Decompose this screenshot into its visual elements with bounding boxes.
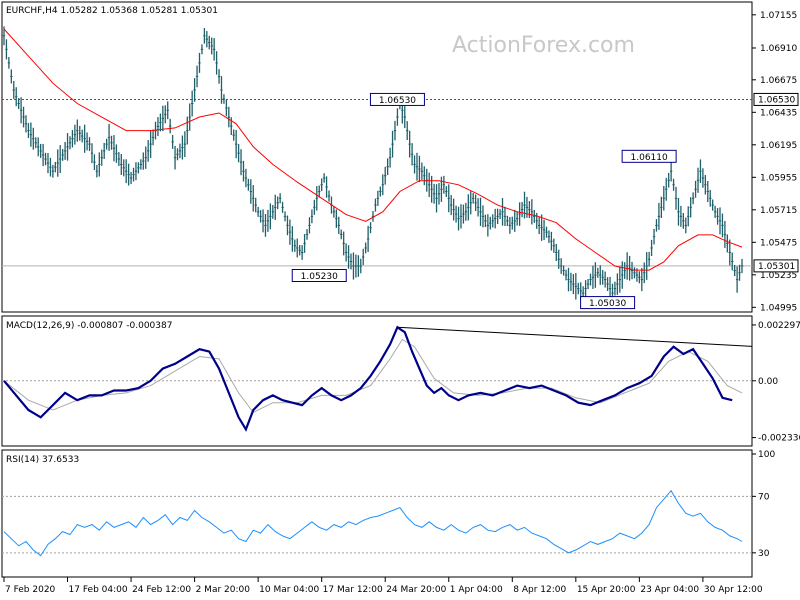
time-tick-label: 7 Feb 2020 [5, 585, 56, 595]
price-level-box [753, 259, 799, 273]
annotation-label: 1.05230 [301, 272, 338, 282]
time-tick-label: 30 Apr 12:00 [704, 585, 763, 595]
rsi-tick-label: 30 [758, 549, 770, 559]
time-tick-label: 2 Mar 20:00 [196, 585, 251, 595]
price-tick-label: 1.06435 [760, 108, 797, 118]
price-annotation-2: 1.05230 [291, 268, 347, 282]
macd-trendline [397, 326, 753, 347]
rsi-tick-label: 70 [758, 492, 770, 502]
macd-tick-label: -0.002336 [758, 434, 800, 444]
price-tick-label: 1.06675 [760, 76, 797, 86]
time-tick-label: 17 Feb 04:00 [69, 585, 128, 595]
macd-signal-line [3, 338, 743, 414]
rsi-tick-label: 100 [758, 450, 775, 460]
time-tick-label: 17 Mar 12:00 [323, 585, 383, 595]
rsi-series [2, 489, 752, 557]
time-axis: 7 Feb 2020 17 Feb 04:00 24 Feb 12:00 2 Mar … [3, 577, 763, 595]
moving-average-line [3, 28, 743, 271]
rsi-panel-frame [1, 449, 753, 578]
price-level-box [753, 92, 799, 106]
time-tick-label: 1 Apr 04:00 [450, 585, 503, 595]
price-tick-label: 1.05955 [760, 173, 797, 183]
price-tick-label: 1.04995 [760, 303, 797, 313]
price-tick-label: 1.06910 [760, 44, 797, 54]
rsi-panel-title: RSI(14) 37.6533 [6, 455, 79, 465]
price-tick-label: 1.05715 [760, 206, 797, 216]
price-annotation-3: 1.05030 [580, 296, 636, 310]
price-tick-label: 1.07155 [760, 11, 797, 21]
price-annotation-0: 1.06530 [369, 92, 425, 106]
macd-tick-label: 0.002297 [758, 321, 800, 331]
time-tick-label: 8 Apr 12:00 [513, 585, 566, 595]
time-tick-label: 24 Mar 20:00 [386, 585, 446, 595]
price-axis: 1.07155 1.06910 1.06675 1.06435 1.06195 1.059… [752, 11, 799, 313]
price-tick-label: 1.05235 [760, 271, 797, 281]
price-level-label: 1.05301 [758, 262, 795, 272]
price-tick-label: 1.05475 [760, 238, 797, 248]
time-tick-label: 23 Apr 04:00 [640, 585, 699, 595]
macd-tick-label: 0.00 [758, 377, 778, 387]
macd-line [3, 325, 733, 432]
time-tick-label: 24 Feb 12:00 [132, 585, 191, 595]
rsi-axis: 100 70 30 [752, 450, 775, 559]
price-annotation-1: 1.06110 [621, 149, 677, 163]
annotation-label: 1.06110 [631, 153, 668, 163]
annotation-box [621, 149, 677, 163]
rsi-line [3, 489, 743, 557]
annotation-box [580, 296, 636, 310]
price-panel-title: EURCHF,H4 1.05282 1.05368 1.05281 1.0530… [6, 6, 218, 16]
macd-panel-title: MACD(12,26,9) -0.000807 -0.000387 [6, 321, 172, 331]
price-level-label: 1.06530 [758, 95, 795, 105]
price-series: 1.06530 1.06110 1.05230 1.05030 [2, 26, 752, 310]
annotation-label: 1.05030 [589, 299, 626, 309]
price-tick-label: 1.06195 [760, 141, 797, 151]
time-tick-label: 10 Mar 04:00 [259, 585, 319, 595]
watermark: ActionForex.com [452, 33, 635, 58]
annotation-box [369, 92, 425, 106]
price-panel-frame [1, 1, 753, 313]
macd-series [2, 325, 753, 432]
annotation-box [291, 268, 347, 282]
macd-axis: 0.002297 0.00 -0.002336 [752, 321, 800, 444]
time-tick-label: 15 Apr 20:00 [577, 585, 636, 595]
annotation-label: 1.06530 [379, 96, 416, 106]
